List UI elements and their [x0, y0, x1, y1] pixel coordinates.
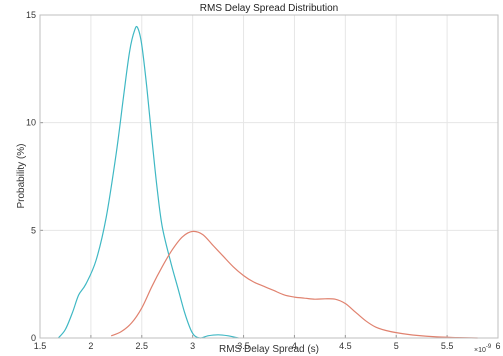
x-tick-label: 3: [190, 341, 195, 351]
series-line-2: [110, 230, 478, 339]
plot-background: [40, 15, 498, 338]
x-exponent-label: ×10-9: [474, 344, 492, 354]
x-tick-label: 5.5: [441, 341, 454, 351]
y-axis-label: Probability (%): [16, 143, 27, 208]
x-tick-label: 2.5: [136, 341, 149, 351]
y-tick-label: 15: [26, 10, 36, 20]
y-tick-labels: 0 5 10 15: [26, 10, 36, 343]
x-axis-label: RMS Delay Spread (s): [219, 344, 319, 355]
x-tick-label: 2: [88, 341, 93, 351]
x-tick-label: 3.5: [237, 341, 250, 351]
x-tick-label: 6: [495, 341, 500, 351]
y-tick-label: 5: [31, 225, 36, 235]
plot-frame: [39, 14, 499, 339]
y-tick-label: 0: [31, 333, 36, 343]
chart-title: RMS Delay Spread Distribution: [200, 3, 338, 14]
x-exponent-base: ×10: [474, 347, 486, 354]
x-tick-labels: 1.5 2 2.5 3 3.5 4 4.5 5 5.5 6: [34, 341, 501, 351]
x-tick-label: 4: [292, 341, 297, 351]
x-tick-label: 4.5: [339, 341, 352, 351]
y-tick-label: 10: [26, 118, 36, 128]
x-tick-label: 5: [394, 341, 399, 351]
x-exponent-power: -9: [486, 344, 492, 350]
x-tick-label: 1.5: [34, 341, 47, 351]
